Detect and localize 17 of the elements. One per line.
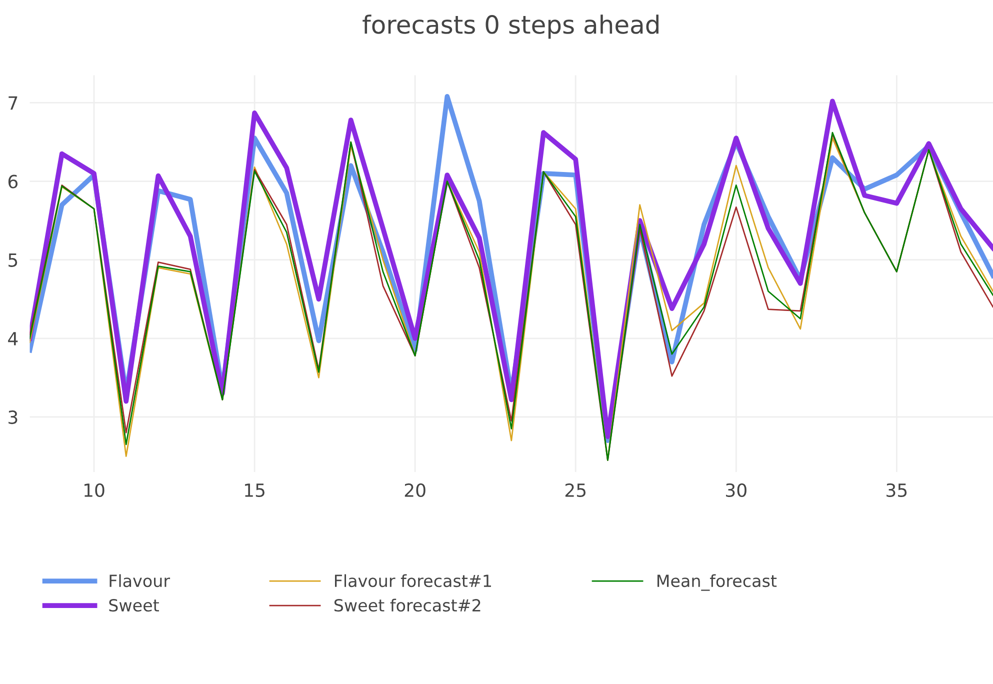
- x-tick-label: 35: [886, 483, 907, 498]
- x-tick-label: 10: [84, 483, 104, 498]
- x-tick-label: 30: [726, 483, 746, 498]
- x-tick-label: 25: [565, 483, 586, 498]
- x-tick-label: 15: [245, 484, 264, 498]
- y-tick-label: 7: [8, 96, 18, 110]
- legend-label: Flavour: [110, 574, 170, 588]
- y-tick-label: 3: [8, 410, 18, 424]
- x-tick-label: 20: [404, 483, 426, 498]
- legend-label: Flavour forecast#1: [335, 574, 491, 588]
- legend-label: Mean_forecast: [657, 574, 777, 591]
- chart-title: forecasts 0 steps ahead: [362, 14, 658, 39]
- y-tick-label: 5: [8, 254, 18, 267]
- legend-label: Sweet forecast#2: [334, 598, 480, 612]
- legend-label: Sweet: [109, 598, 159, 612]
- y-tick-label: 6: [8, 174, 18, 188]
- y-tick-label: 4: [8, 332, 18, 346]
